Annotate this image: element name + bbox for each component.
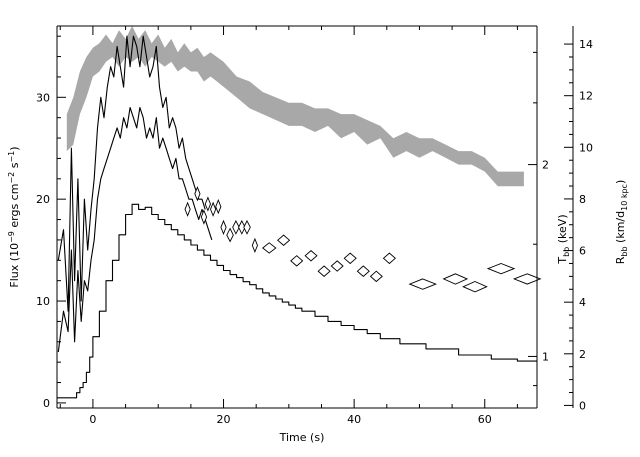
x-tick-label: 0 [89, 413, 96, 426]
radius-tick-label: 8 [579, 193, 586, 206]
flux-tick-label: 0 [43, 397, 50, 410]
flux-tick-label: 30 [36, 91, 50, 104]
kT-axis-label: Tbb (keV) [556, 214, 571, 264]
radius-point [238, 219, 246, 235]
radius-point [204, 196, 211, 212]
radius-point [330, 260, 344, 272]
radius-tick-label: 6 [579, 245, 586, 258]
flux-tick-label: 10 [36, 295, 50, 308]
radius-point [462, 281, 488, 293]
flux-series-2 [57, 203, 537, 399]
flux-series-0 [57, 35, 206, 312]
radius-point [184, 201, 191, 217]
x-tick-label: 60 [478, 413, 492, 426]
radius-point [261, 242, 277, 254]
radius-point [194, 186, 201, 202]
radius-point [290, 255, 304, 267]
radius-tick-label: 4 [579, 296, 586, 309]
radius-point [304, 250, 318, 262]
radius-tick-label: 0 [579, 399, 586, 412]
radius-point [343, 252, 357, 265]
radius-point [215, 198, 222, 215]
flux-axis-label: Flux (10−9 ergs cm−2 s−1) [7, 146, 21, 287]
radius-tick-label: 2 [579, 348, 586, 361]
radius-tick-label: 14 [579, 38, 593, 51]
radius-point [512, 273, 542, 285]
radius-point [200, 209, 208, 225]
radius-point [232, 219, 240, 235]
temperature-band [66, 26, 524, 187]
radius-point [369, 270, 383, 283]
radius-point [277, 234, 291, 246]
radius-point [251, 237, 258, 253]
temperature-band-layer [66, 26, 524, 187]
radius-tick-label: 12 [579, 90, 593, 103]
radius-markers-layer [184, 186, 542, 293]
radius-point [408, 278, 438, 290]
radius-tick-label: 10 [579, 141, 593, 154]
radius-point [210, 201, 217, 217]
flux-curves-layer [57, 35, 537, 399]
radius-point [226, 227, 234, 243]
kT-tick-label: 2 [542, 159, 549, 172]
radius-point [356, 265, 370, 277]
flux-series-1 [57, 106, 213, 353]
kT-tick-label: 1 [542, 350, 549, 363]
flux-tick-label: 20 [36, 193, 50, 206]
x-tick-label: 20 [217, 413, 231, 426]
x-tick-label: 40 [347, 413, 361, 426]
x-axis-label: Time (s) [279, 431, 325, 444]
radius-axis-label: Rbb (km/d10 kpc) [614, 180, 629, 265]
radius-point [382, 252, 396, 265]
radius-point [317, 265, 331, 277]
radius-point [486, 263, 516, 275]
radius-point [442, 273, 469, 285]
radius-point [220, 219, 227, 236]
radius-point [243, 219, 251, 235]
